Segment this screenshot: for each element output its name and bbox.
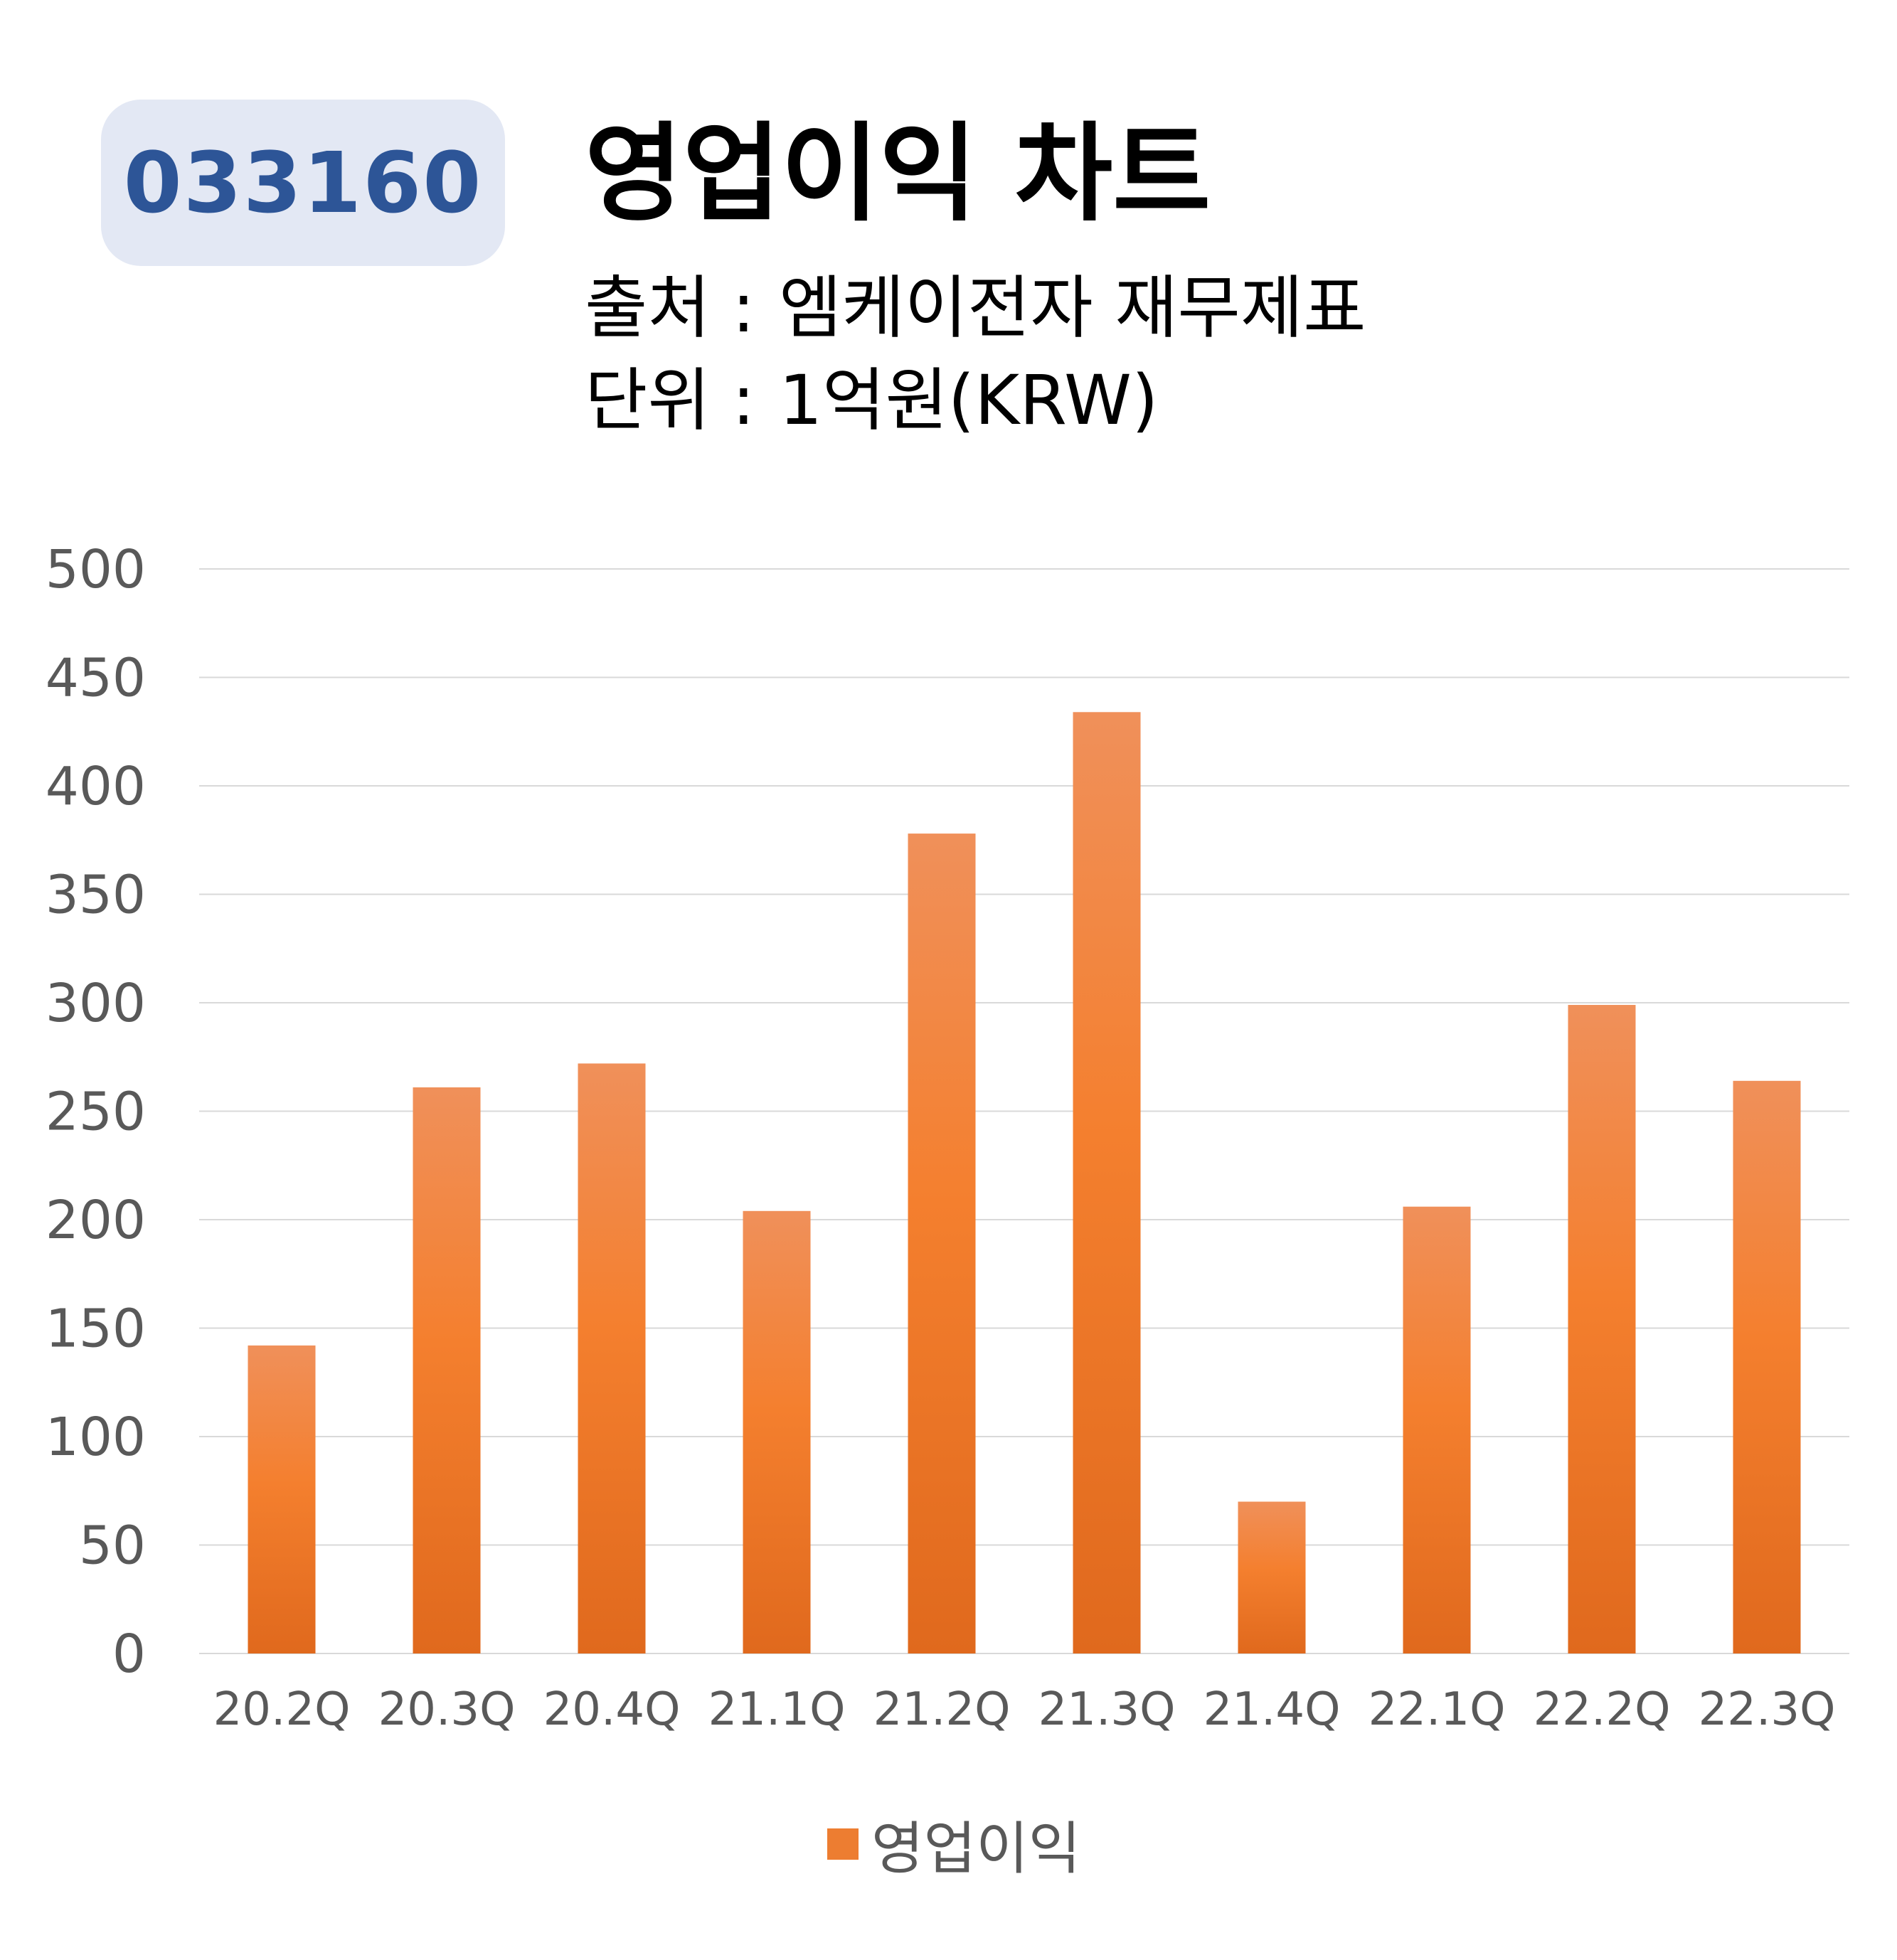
bar-22.1Q: [1403, 1206, 1471, 1653]
stock-code-badge: 033160: [101, 100, 505, 266]
source-line: 출처 : 엠케이전자 재무제표: [585, 274, 1366, 342]
bar-20.3Q: [413, 1087, 481, 1653]
y-tick-label: 0: [112, 1624, 146, 1685]
source-label: 출처 :: [585, 268, 755, 348]
source-value: 엠케이전자 재무제표: [779, 268, 1366, 348]
x-tick-label: 22.3Q: [1699, 1683, 1836, 1736]
x-tick-label: 22.1Q: [1369, 1683, 1506, 1736]
y-tick-label: 100: [46, 1407, 146, 1468]
bar-21.3Q: [1073, 712, 1141, 1653]
y-tick-label: 450: [46, 648, 146, 709]
legend-swatch: [827, 1828, 859, 1860]
x-tick-label: 21.2Q: [873, 1683, 1011, 1736]
x-tick-label: 21.3Q: [1038, 1683, 1176, 1736]
stock-code: 033160: [123, 134, 483, 232]
x-tick-label: 20.2Q: [213, 1683, 351, 1736]
bar-21.2Q: [908, 833, 976, 1653]
x-tick-label: 22.2Q: [1534, 1683, 1671, 1736]
bar-22.2Q: [1568, 1005, 1636, 1653]
y-tick-label: 50: [79, 1516, 146, 1577]
y-tick-label: 350: [46, 865, 146, 926]
y-tick-label: 400: [46, 756, 146, 817]
y-tick-label: 200: [46, 1190, 146, 1251]
x-axis-ticks: 20.2Q 20.3Q 20.4Q 21.1Q 21.2Q 21.3Q 21.4Q 22.1Q…: [213, 1683, 1836, 1736]
x-tick-label: 20.4Q: [543, 1683, 681, 1736]
legend-label: 영업이익: [871, 1816, 1081, 1882]
x-tick-label: 21.1Q: [708, 1683, 846, 1736]
y-tick-label: 300: [46, 973, 146, 1034]
bar-20.2Q: [248, 1345, 316, 1653]
bar-20.4Q: [578, 1063, 646, 1653]
x-tick-label: 21.4Q: [1203, 1683, 1341, 1736]
bars: [248, 712, 1801, 1653]
y-tick-label: 250: [46, 1082, 146, 1143]
legend: 영업이익: [827, 1803, 1080, 1885]
bar-21.1Q: [743, 1210, 811, 1653]
bar-21.4Q: [1238, 1501, 1306, 1653]
unit-label: 단위 :: [585, 361, 755, 440]
y-axis-ticks: 0 50 100 150 200 250 300 350 400 450 500: [46, 539, 146, 1685]
y-tick-label: 150: [46, 1299, 146, 1360]
unit-value: 1억원(KRW): [779, 361, 1159, 440]
chart-title: 영업이익 차트: [585, 112, 1211, 236]
bar-22.3Q: [1733, 1080, 1801, 1653]
unit-line: 단위 :1억원(KRW): [585, 366, 1158, 435]
x-tick-label: 20.3Q: [378, 1683, 516, 1736]
y-tick-label: 500: [46, 539, 146, 600]
